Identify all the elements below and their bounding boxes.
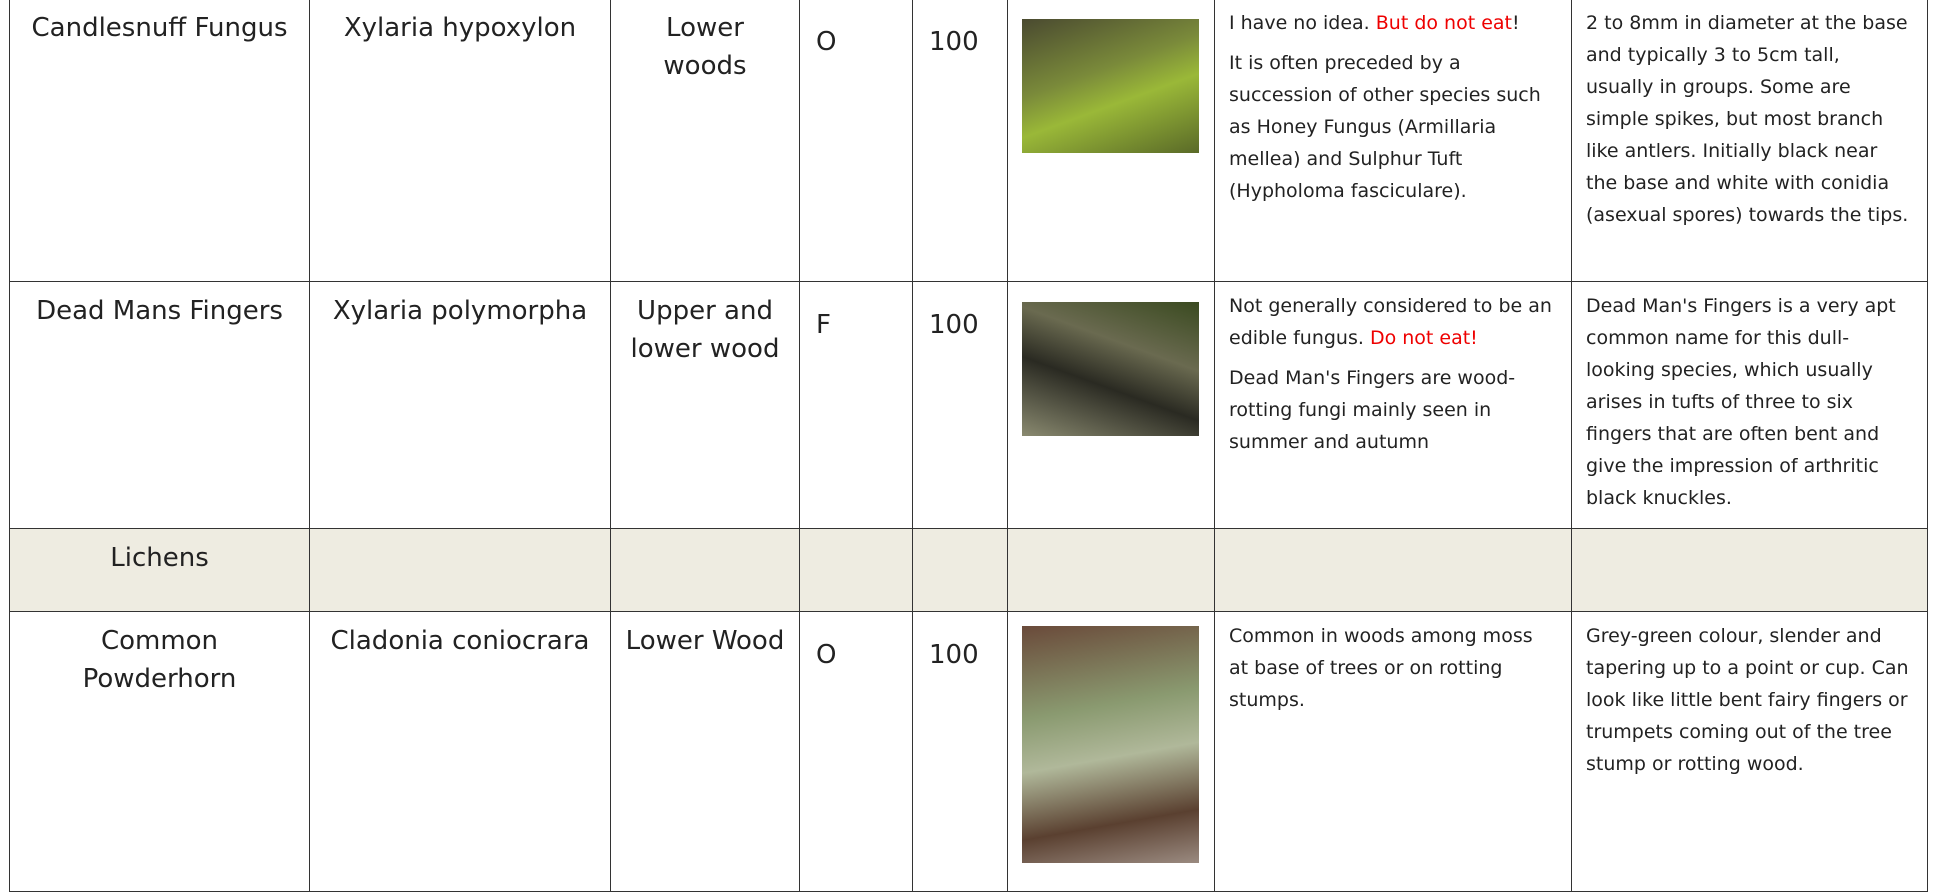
row: Candlesnuff Fungus Xylaria hypoxylon Low…: [9, 0, 1928, 282]
species-table: Candlesnuff Fungus Xylaria hypoxylon Low…: [9, 0, 1928, 892]
page: Candlesnuff Fungus Xylaria hypoxylon Low…: [9, 0, 1928, 892]
location: Lower Wood: [610, 611, 800, 892]
warning: But do not eat: [1375, 12, 1512, 34]
note-text: Common in woods among moss at base of tr…: [1229, 625, 1533, 711]
notes: Not generally considered to be an edible…: [1214, 281, 1572, 529]
photo-cell: [1007, 611, 1215, 892]
photo: [1022, 302, 1199, 436]
section-row: Lichens: [9, 528, 1928, 612]
latin-name: Cladonia coniocrara: [309, 611, 611, 892]
latin-name: Xylaria hypoxylon: [309, 0, 611, 282]
note-text: !: [1512, 12, 1520, 34]
notes: I have no idea. But do not eat! It is of…: [1214, 0, 1572, 282]
photo: [1022, 626, 1199, 863]
row: Dead Mans Fingers Xylaria polymorpha Upp…: [9, 281, 1928, 529]
latin-name: Xylaria polymorpha: [309, 281, 611, 529]
note-text: Not generally considered to be an edible…: [1229, 295, 1552, 349]
notes: Common in woods among moss at base of tr…: [1214, 611, 1572, 892]
description: Dead Man's Fingers is a very apt common …: [1571, 281, 1928, 529]
count: 100: [912, 0, 1008, 282]
common-name: Candlesnuff Fungus: [9, 0, 310, 282]
photo: [1022, 19, 1199, 153]
abundance: O: [799, 0, 913, 282]
note-text: Dead Man's Fingers are wood-rotting fung…: [1229, 367, 1516, 453]
note-text: I have no idea.: [1229, 12, 1376, 34]
row: Common Powderhorn Cladonia coniocrara Lo…: [9, 611, 1928, 892]
note-text: It is often preceded by a succession of …: [1229, 52, 1541, 202]
photo-cell: [1007, 0, 1215, 282]
location: Upper and lower wood: [610, 281, 800, 529]
section-title: Lichens: [9, 528, 310, 612]
description: Grey-green colour, slender and tapering …: [1571, 611, 1928, 892]
location: Lower woods: [610, 0, 800, 282]
count: 100: [912, 281, 1008, 529]
common-name: Common Powderhorn: [9, 611, 310, 892]
count: 100: [912, 611, 1008, 892]
description: 2 to 8mm in diameter at the base and typ…: [1571, 0, 1928, 282]
abundance: O: [799, 611, 913, 892]
common-name: Dead Mans Fingers: [9, 281, 310, 529]
warning: Do not eat!: [1369, 327, 1478, 349]
abundance: F: [799, 281, 913, 529]
photo-cell: [1007, 281, 1215, 529]
